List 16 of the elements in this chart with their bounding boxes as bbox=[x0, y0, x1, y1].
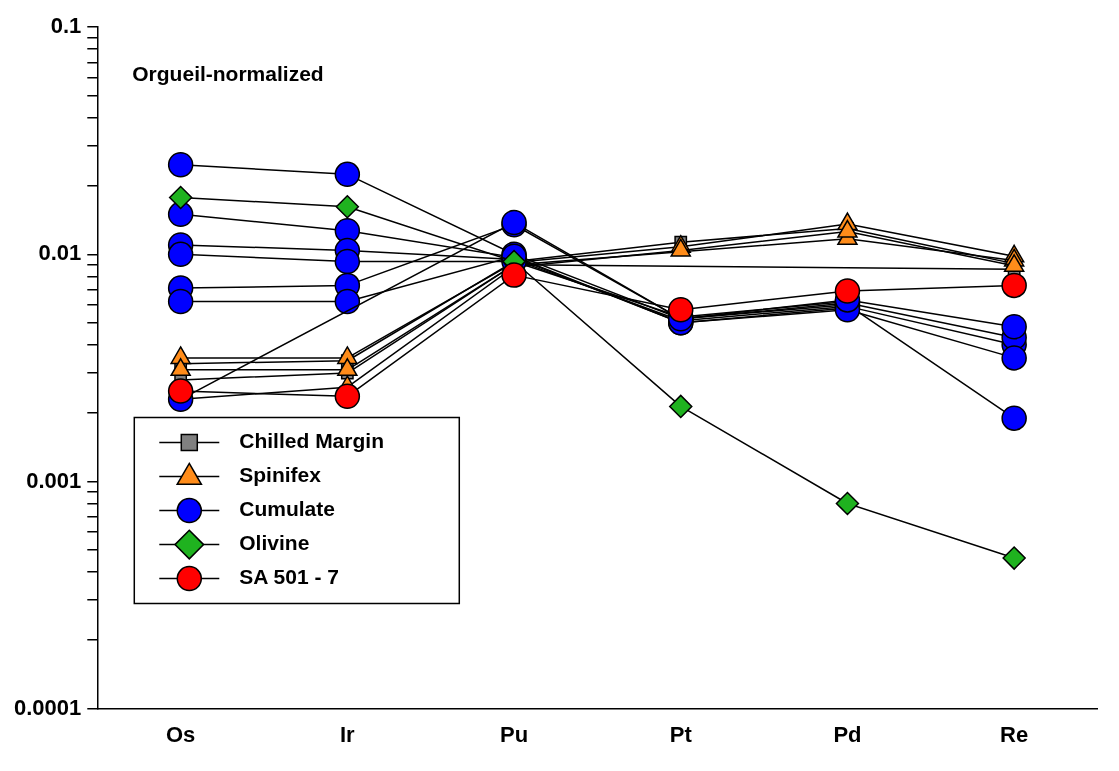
annotation: Orgueil-normalized bbox=[132, 62, 324, 85]
legend-label: Olivine bbox=[239, 531, 310, 555]
y-tick-label: 0.0001 bbox=[13, 694, 82, 720]
x-tick-label: Pt bbox=[669, 721, 693, 747]
y-tick-label: 0.001 bbox=[26, 467, 82, 493]
x-tick-label: Re bbox=[1000, 721, 1029, 747]
legend-label: Cumulate bbox=[239, 497, 335, 521]
x-tick-label: Pd bbox=[833, 721, 862, 747]
x-tick-label: Os bbox=[165, 721, 196, 747]
y-tick-label: 0.1 bbox=[50, 13, 82, 39]
y-tick-label: 0.01 bbox=[38, 240, 82, 266]
x-tick-label: Pu bbox=[499, 721, 529, 747]
x-tick-label: Ir bbox=[340, 721, 356, 747]
legend-label: Spinifex bbox=[239, 463, 322, 487]
legend-label: Chilled Margin bbox=[239, 429, 384, 453]
legend-label: SA 501 - 7 bbox=[239, 565, 339, 589]
